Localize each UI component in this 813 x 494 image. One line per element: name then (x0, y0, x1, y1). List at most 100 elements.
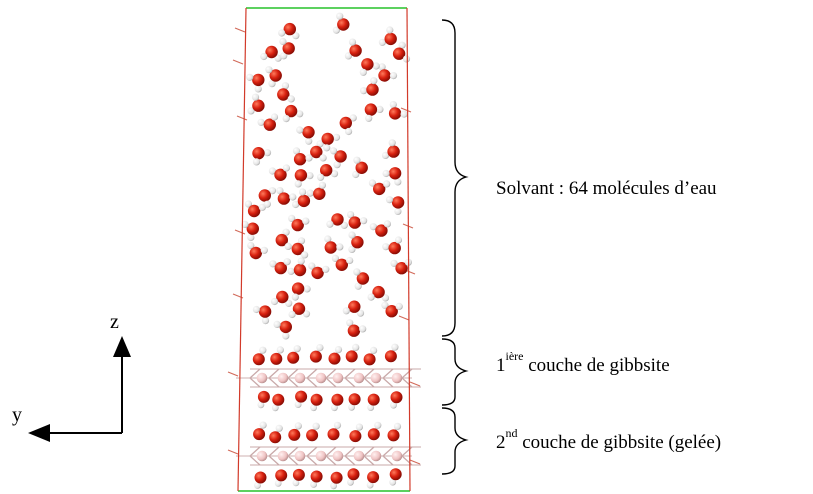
oxygen-atom (313, 187, 326, 200)
axes-indicator (28, 336, 131, 442)
oxygen-atom (263, 118, 276, 131)
hydrogen-atom (360, 217, 368, 225)
oxygen-atom (292, 468, 305, 481)
oxygen-atom (387, 145, 400, 158)
oxygen-atom (335, 258, 348, 271)
hydrogen-atom (336, 12, 344, 20)
hydrogen-atom (388, 139, 396, 147)
al-o-bond (306, 377, 318, 388)
oxygen-atom (355, 161, 368, 174)
hydrogen-atom (326, 220, 334, 228)
hydrogen-atom (382, 243, 390, 251)
hydrogen-atom (352, 343, 360, 351)
oxygen-atom (363, 353, 376, 366)
aluminium-atom (294, 450, 306, 462)
oxygen-atom (324, 241, 337, 254)
oxygen-atom (361, 58, 374, 71)
aluminium-atom (256, 450, 268, 462)
oxygen-atom (291, 242, 304, 256)
hydrogen-atom (308, 262, 316, 270)
oxygen-atom (339, 116, 352, 130)
hydrogen-atom (352, 170, 360, 179)
hydrogen-atom (346, 319, 354, 327)
al-o-bond (363, 455, 375, 466)
al-o-bond (344, 455, 356, 466)
hydrogen-atom (394, 207, 402, 215)
al-o-bond (287, 455, 299, 466)
hydrogen-atom (366, 481, 374, 489)
hydrogen-atom (274, 480, 282, 487)
boundary-bond-stub (227, 371, 239, 377)
hydrogen-atom (317, 173, 325, 181)
hydrogen-atom (356, 309, 365, 317)
oxygen-atom (310, 145, 323, 159)
hydrogen-atom (263, 200, 271, 208)
brace-layer1 (441, 338, 469, 406)
oxygen-atom (275, 469, 288, 482)
hydrogen-atom (241, 220, 249, 228)
hydrogen-atom (283, 258, 291, 266)
hydrogen-atom (299, 188, 307, 196)
oxygen-atom (297, 194, 311, 208)
al-o-bond (344, 377, 356, 388)
simulation-box (237, 7, 411, 492)
hydrogen-atom (247, 107, 255, 115)
layer2-superscript: nd (505, 426, 518, 440)
hydrogen-atom (305, 154, 313, 162)
hydrogen-atom (282, 164, 290, 172)
aluminium-atom (391, 372, 403, 384)
hydrogen-atom (276, 346, 284, 354)
hydrogen-atom (275, 424, 283, 432)
oxygen-atom (351, 236, 364, 249)
al-o-bond (249, 368, 261, 379)
hydrogen-atom (281, 82, 289, 90)
hydrogen-atom (331, 254, 339, 262)
hydrogen-atom (398, 41, 406, 49)
oxygen-atom (254, 471, 267, 484)
z-axis-label: z (110, 311, 119, 333)
hydrogen-atom (269, 260, 277, 268)
hydrogen-atom (312, 422, 320, 430)
oxygen-atom (252, 353, 265, 366)
aluminium-atom (353, 450, 365, 462)
hydrogen-atom (323, 144, 331, 152)
oxygen-atom (366, 83, 379, 96)
hydrogen-atom (280, 52, 288, 60)
oxygen-atom (269, 431, 282, 444)
oxygen-atom (265, 45, 278, 59)
hydrogen-atom (342, 307, 350, 315)
oxygen-atom (310, 470, 323, 483)
hydrogen-atom (296, 126, 304, 134)
hydrogen-atom (276, 187, 284, 195)
hydrogen-atom (381, 294, 390, 302)
oxygen-atom (293, 153, 307, 166)
al-o-bond (382, 446, 394, 457)
al-o-bond (249, 446, 261, 457)
hydrogen-atom (348, 231, 356, 239)
oxygen-atom (367, 428, 380, 441)
hydrogen-atom (348, 403, 355, 411)
hydrogen-atom (301, 251, 309, 259)
oxygen-atom (284, 104, 298, 118)
oxygen-atom (345, 350, 358, 363)
hydrogen-atom (365, 114, 373, 122)
hydrogen-atom (333, 161, 341, 169)
hydrogen-atom (390, 401, 397, 409)
oxygen-atom (257, 390, 270, 403)
hydrogen-atom (370, 346, 378, 354)
hydrogen-atom (378, 38, 386, 46)
oxygen-atom (384, 32, 397, 46)
hydrogen-atom (244, 200, 252, 208)
solvent-label: Solvant : 64 molécules d’eau (496, 178, 717, 199)
oxygen-atom (287, 351, 300, 364)
hydrogen-atom (329, 147, 338, 155)
hydrogen-atom (284, 242, 292, 250)
hydrogen-atom (402, 55, 411, 63)
hydrogen-atom (370, 77, 378, 85)
aluminium-atom (277, 372, 289, 384)
hydrogen-atom (297, 257, 305, 265)
hydrogen-atom (389, 478, 397, 486)
hydrogen-atom (270, 113, 279, 121)
hydrogen-atom (346, 256, 354, 265)
oxygen-atom (302, 126, 315, 139)
